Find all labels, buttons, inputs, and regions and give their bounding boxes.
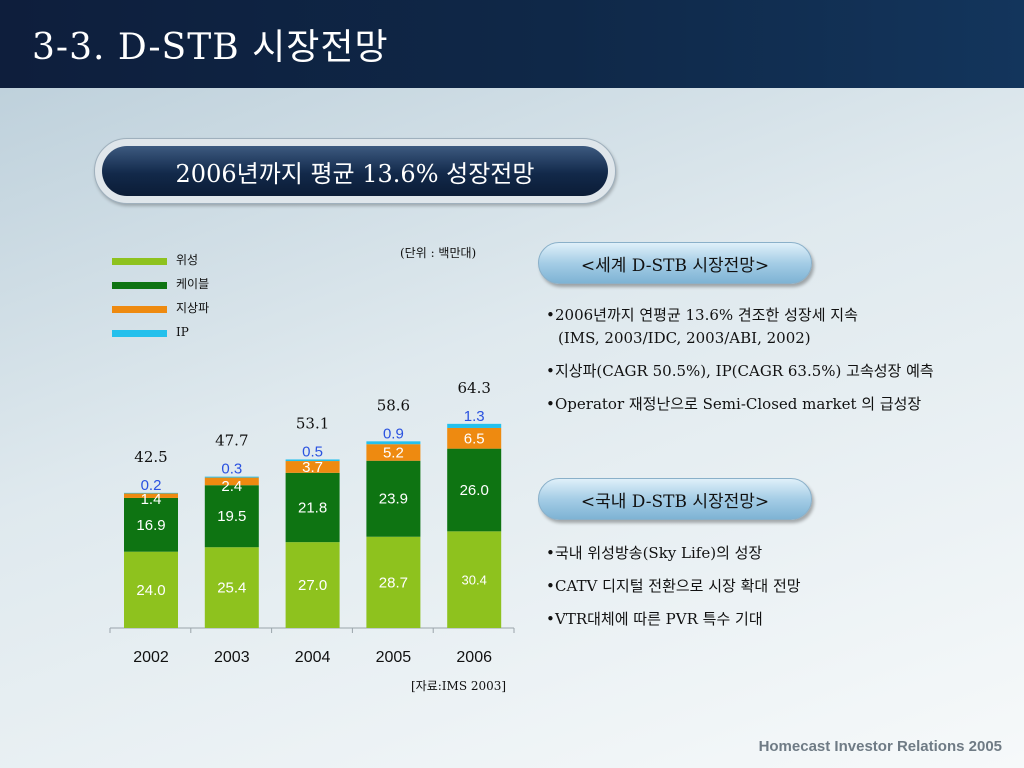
bar-segment [204, 485, 259, 548]
unit-note: (단위 : 백만대) [400, 246, 476, 260]
x-tick-label: 2006 [456, 649, 492, 666]
legend-swatch [112, 258, 167, 265]
data-label: 21.8 [298, 499, 327, 516]
data-label: 0.9 [383, 425, 404, 442]
total-label: 47.7 [215, 432, 248, 450]
data-label: 16.9 [136, 517, 165, 534]
bar-segment [285, 542, 340, 628]
world-section-title: <세계 D-STB 시장전망> [538, 242, 812, 284]
data-label: 25.4 [217, 580, 246, 597]
data-label: 1.4 [141, 491, 162, 508]
data-label: 5.2 [383, 444, 404, 461]
legend-label: 지상파 [176, 301, 209, 315]
total-label: 42.5 [134, 448, 167, 466]
world-bullet-3: •Operator 재정난으로 Semi-Closed market 의 급성장 [546, 395, 922, 413]
total-label: 58.6 [377, 396, 410, 414]
world-bullet-1: •2006년까지 연평균 13.6% 견조한 성장세 지속 [546, 306, 858, 324]
headline-text: 2006년까지 평균 13.6% 성장전망 [175, 159, 535, 188]
data-label: 19.5 [217, 508, 246, 525]
title-bar: 3-3. D-STB 시장전망 [0, 0, 1024, 88]
bar-segment [366, 441, 421, 445]
bar-segment [447, 531, 502, 628]
bar-segment [204, 476, 259, 478]
data-label: 26.0 [460, 482, 489, 499]
data-label: 2.4 [221, 478, 242, 495]
legend-swatch [112, 330, 167, 337]
bar-segment [447, 423, 502, 428]
legend-label: 위성 [176, 253, 198, 267]
data-label: 24.0 [136, 582, 165, 599]
page-title: 3-3. D-STB 시장전망 [32, 27, 389, 68]
legend-label: IP [176, 325, 189, 339]
data-label: 23.9 [379, 491, 408, 508]
data-label: 27.0 [298, 577, 327, 594]
data-label: 3.7 [302, 459, 323, 476]
bar-segment [204, 547, 259, 628]
x-tick-label: 2003 [214, 649, 250, 666]
bar-segment [366, 460, 421, 537]
bar-segment [366, 444, 421, 461]
bar-segment [204, 477, 259, 486]
total-label: 64.3 [457, 379, 490, 397]
world-bullet-2: •지상파(CAGR 50.5%), IP(CAGR 63.5%) 고속성장 예측 [546, 362, 934, 380]
data-label: 30.4 [462, 573, 487, 588]
bar-segment [124, 492, 178, 494]
world-bullet-1-source: (IMS, 2003/IDC, 2003/ABI, 2002) [558, 329, 811, 347]
data-label: 1.3 [464, 408, 485, 425]
data-label: 0.5 [302, 443, 323, 460]
legend-swatch [112, 306, 167, 313]
data-label: 28.7 [379, 574, 408, 591]
bar-segment [366, 536, 421, 628]
total-label: 53.1 [296, 414, 329, 432]
x-tick-label: 2004 [295, 649, 331, 666]
legend-swatch [112, 282, 167, 289]
domestic-bullet-1: •국내 위성방송(Sky Life)의 성장 [546, 544, 763, 562]
footer-text: Homecast Investor Relations 2005 [758, 738, 1002, 755]
data-label: 0.3 [221, 461, 242, 478]
bar-segment [124, 551, 178, 628]
domestic-section-title: <국내 D-STB 시장전망> [538, 478, 812, 520]
headline-banner: 2006년까지 평균 13.6% 성장전망 [94, 138, 616, 204]
bar-segment [285, 472, 340, 543]
bar-segment [447, 427, 502, 449]
domestic-bullet-2: •CATV 디지털 전환으로 시장 확대 전망 [546, 577, 801, 595]
x-tick-label: 2005 [376, 649, 412, 666]
bar-segment [124, 493, 178, 498]
bar-segment [447, 448, 502, 532]
world-bullets: •2006년까지 연평균 13.6% 견조한 성장세 지속 (IMS, 2003… [546, 304, 934, 426]
x-tick-label: 2002 [133, 649, 169, 666]
bar-segment [285, 461, 340, 473]
source-note: [자료:IMS 2003] [411, 679, 506, 693]
bar-segment [285, 459, 340, 462]
domestic-bullets: •국내 위성방송(Sky Life)의 성장 •CATV 디지털 전환으로 시장… [546, 542, 801, 641]
bar-segment [124, 497, 178, 552]
legend-label: 케이블 [176, 277, 209, 291]
data-label: 0.2 [141, 477, 162, 494]
domestic-bullet-3: •VTR대체에 따른 PVR 특수 기대 [546, 610, 763, 628]
data-label: 6.5 [464, 430, 485, 447]
